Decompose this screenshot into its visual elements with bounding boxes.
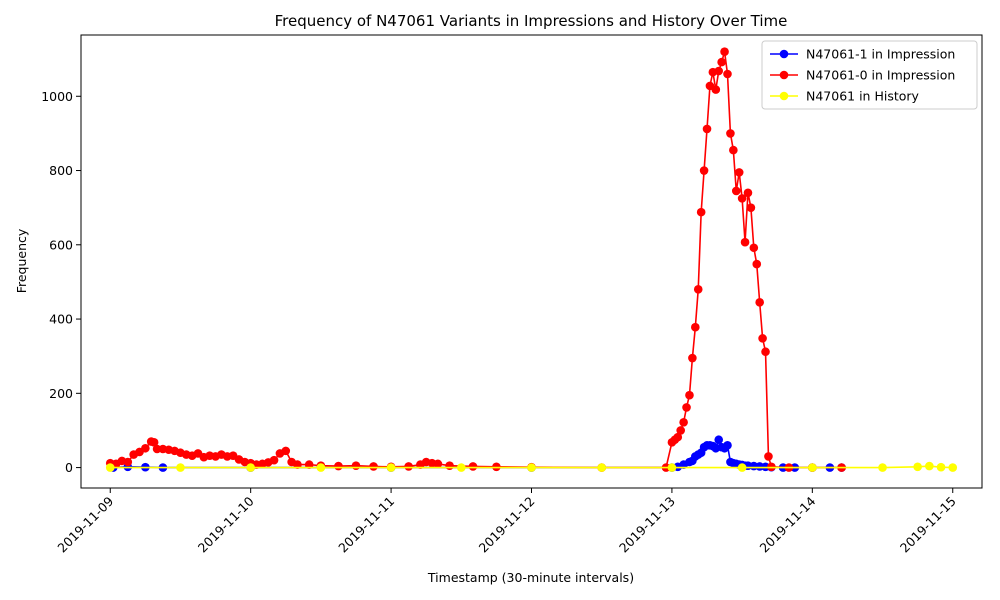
data-point xyxy=(682,403,691,412)
legend-item: N47061-1 in Impression xyxy=(770,47,955,62)
data-point xyxy=(691,322,700,332)
data-point xyxy=(693,285,703,294)
data-point xyxy=(688,353,697,363)
data-point xyxy=(304,460,314,469)
data-point xyxy=(749,243,759,253)
data-point xyxy=(737,194,747,203)
data-point xyxy=(597,463,607,472)
series-layer xyxy=(105,47,958,472)
data-point xyxy=(878,463,887,472)
data-point xyxy=(734,168,744,177)
x-tick-label: 2019-11-15 xyxy=(897,494,959,556)
data-point xyxy=(948,463,958,472)
data-point xyxy=(752,259,762,269)
x-axis-ticks: 2019-11-09 2019-11-10 2019-11-11 2019-11-12… xyxy=(54,488,959,556)
data-point xyxy=(743,188,753,198)
legend-label: N47061-0 in Impression xyxy=(806,68,955,83)
legend-marker xyxy=(779,49,789,59)
x-axis-label: Timestamp (30-minute intervals) xyxy=(427,570,634,585)
data-point xyxy=(746,203,756,212)
data-point xyxy=(334,461,343,471)
legend-marker xyxy=(779,91,789,101)
data-point xyxy=(740,237,750,247)
data-point xyxy=(723,69,732,79)
y-tick-label: 0 xyxy=(65,460,73,475)
data-point xyxy=(369,462,378,471)
data-point xyxy=(925,461,934,471)
x-tick-label: 2019-11-13 xyxy=(616,494,678,556)
data-point xyxy=(723,441,732,450)
series-2 xyxy=(105,47,846,472)
series-3 xyxy=(105,461,958,472)
legend: N47061-1 in Impression N47061-0 in Impres… xyxy=(761,40,978,110)
y-tick-label: 1000 xyxy=(41,89,73,104)
data-point xyxy=(281,446,291,456)
data-point xyxy=(351,461,361,471)
data-point xyxy=(676,426,685,435)
data-point xyxy=(673,432,683,442)
data-point xyxy=(720,47,729,57)
data-point xyxy=(445,461,454,471)
data-point xyxy=(404,462,413,471)
data-point xyxy=(729,145,738,155)
data-point xyxy=(685,390,694,400)
data-point xyxy=(246,463,255,472)
data-point xyxy=(667,463,677,472)
data-point xyxy=(696,207,706,217)
legend-item: N47061 in History xyxy=(770,89,920,104)
data-point xyxy=(293,460,302,469)
legend-box xyxy=(761,40,978,110)
data-point xyxy=(433,459,443,469)
y-tick-label: 800 xyxy=(49,163,73,178)
y-tick-label: 600 xyxy=(49,237,73,252)
y-axis-label: Frequency xyxy=(14,228,29,293)
data-point xyxy=(737,463,747,472)
data-point xyxy=(702,124,712,134)
plot-area xyxy=(81,35,982,488)
chart-title: Frequency of N47061 Variants in Impressi… xyxy=(275,12,788,30)
data-point xyxy=(731,186,741,196)
data-point xyxy=(176,463,185,472)
x-tick-label: 2019-11-14 xyxy=(756,493,818,555)
y-tick-label: 200 xyxy=(49,386,73,401)
data-point xyxy=(456,463,466,472)
data-point xyxy=(527,463,536,472)
x-tick-label: 2019-11-09 xyxy=(54,493,116,555)
data-point xyxy=(717,57,726,67)
data-point xyxy=(764,452,773,461)
legend-item: N47061-0 in Impression xyxy=(770,68,955,83)
data-point xyxy=(714,435,724,445)
x-tick-label: 2019-11-12 xyxy=(476,494,538,556)
data-point xyxy=(726,129,735,138)
data-point xyxy=(123,457,133,467)
data-point xyxy=(936,462,946,472)
data-point xyxy=(468,462,478,471)
x-tick-label: 2019-11-10 xyxy=(195,493,257,555)
data-point xyxy=(316,463,326,472)
data-point xyxy=(269,455,279,465)
legend-marker xyxy=(779,70,789,80)
data-point xyxy=(755,298,764,307)
y-tick-label: 400 xyxy=(49,312,73,327)
x-tick-label: 2019-11-11 xyxy=(335,494,397,556)
data-point xyxy=(711,85,721,94)
data-point xyxy=(699,166,709,175)
data-point xyxy=(808,463,817,472)
legend-label: N47061-1 in Impression xyxy=(806,47,955,62)
data-point xyxy=(679,417,688,427)
data-point xyxy=(758,334,767,343)
series-line xyxy=(110,465,953,469)
y-axis-ticks: 0 200 400 600 800 1000 xyxy=(41,89,81,475)
plot-frame xyxy=(80,34,983,489)
data-point xyxy=(714,66,724,76)
data-point xyxy=(761,347,770,357)
data-point xyxy=(141,443,150,453)
data-point xyxy=(386,463,396,472)
data-point xyxy=(105,463,115,472)
legend-label: N47061 in History xyxy=(806,89,920,104)
data-point xyxy=(149,438,159,447)
data-point xyxy=(913,462,922,472)
